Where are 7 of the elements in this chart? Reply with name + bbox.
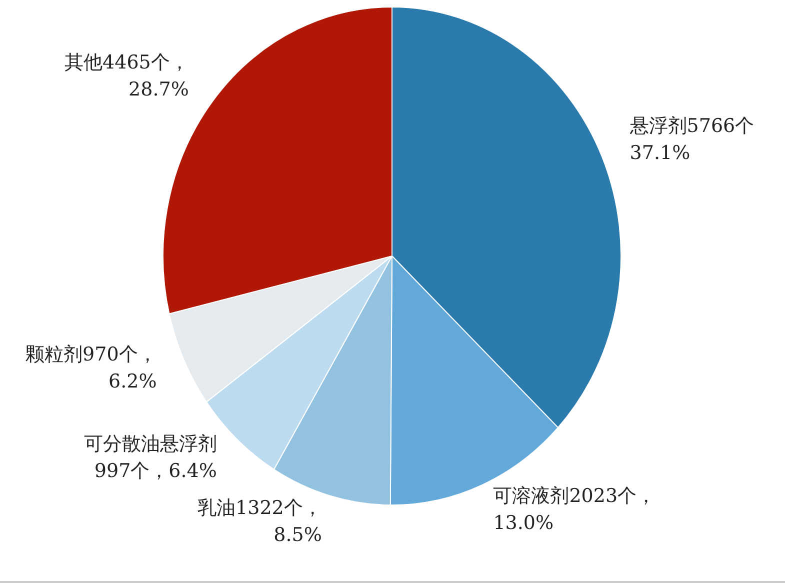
slice-label: 其他4465个， 28.7% [64,52,189,101]
data-label: 997个，6.4% [94,460,217,482]
slice-label: 可溶液剂2023个， 13.0% [493,484,656,534]
slice-label: 颗粒剂970个， 6.2% [26,343,157,392]
slice-label: 乳油1322个， 8.5% [198,496,322,546]
slice-label: 可分散油悬浮剂 [84,433,217,456]
slice-label: 悬浮剂5766个 37.1% [628,115,754,164]
